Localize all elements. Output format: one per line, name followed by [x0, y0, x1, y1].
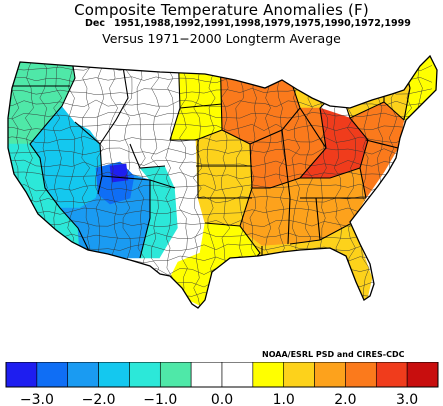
us-map [0, 48, 438, 318]
division-line [8, 159, 433, 168]
legend-swatch [221, 362, 254, 388]
division-line [178, 56, 188, 308]
legend-swatch [375, 362, 408, 388]
legend-colorbar: −3.0 −2.0 −1.0 0.0 1.0 2.0 3.0 [5, 362, 439, 406]
state-border [179, 103, 223, 109]
legend-swatch [159, 362, 192, 388]
legend-swatch [67, 362, 99, 388]
legend-tick-label: −3.0 [20, 392, 54, 406]
legend-swatch [190, 362, 223, 388]
division-line [8, 303, 433, 308]
state-border [289, 223, 351, 245]
legend-swatch [283, 362, 315, 388]
division-line [388, 56, 398, 308]
legend-frame [5, 362, 439, 388]
division-line [8, 183, 433, 192]
division-line [165, 56, 174, 308]
state-border [74, 121, 103, 195]
legend-tick-label: 2.0 [334, 392, 356, 406]
state-border [170, 129, 223, 141]
division-line [8, 123, 433, 132]
state-border [204, 222, 241, 227]
state-border [319, 56, 341, 109]
legend-tick-label: −2.0 [82, 392, 116, 406]
color-legend: −3.0 −2.0 −1.0 0.0 1.0 2.0 3.0 [0, 362, 443, 406]
credit-label: NOAA/ESRL PSD and CIRES-CDC [262, 350, 405, 359]
division-line [0, 48, 6, 318]
state-border [319, 107, 327, 149]
legend-tick-label: 1.0 [273, 392, 295, 406]
legend-swatch [5, 362, 38, 388]
legend-tick-label: 0.0 [211, 392, 233, 406]
legend-tick-label: 3.0 [396, 392, 418, 406]
state-border [129, 143, 166, 169]
legend-swatch [98, 362, 130, 388]
state-border [281, 129, 291, 245]
legend-swatch [36, 362, 69, 388]
state-border [359, 167, 367, 199]
legend-swatch [345, 362, 377, 388]
composite-month: Dec [85, 18, 105, 29]
legend-tick-label: −1.0 [143, 392, 177, 406]
map-title: Composite Temperature Anomalies (F) [74, 1, 369, 19]
division-line [192, 56, 203, 308]
state-border [149, 179, 176, 189]
composite-years: Dec 1951,1988,1992,1991,1998,1979,1975,19… [85, 18, 411, 29]
legend-swatch [406, 362, 439, 388]
anomaly-map [0, 48, 443, 348]
legend-swatch [314, 362, 346, 388]
state-border [315, 197, 321, 241]
division-line [8, 195, 433, 204]
composite-year-list: 1951,1988,1992,1991,1998,1979,1975,1990,… [113, 18, 411, 29]
division-line [8, 56, 433, 60]
state-border [99, 56, 129, 145]
division-line [8, 112, 433, 120]
legend-swatch [129, 362, 161, 388]
state-border [101, 175, 151, 259]
state-border [29, 56, 91, 254]
state-border [365, 139, 399, 149]
legend-swatch [252, 362, 285, 388]
division-line [8, 171, 433, 180]
division-line [8, 135, 433, 144]
division-line [8, 147, 433, 156]
baseline-label: Versus 1971−2000 Longterm Average [102, 31, 341, 46]
